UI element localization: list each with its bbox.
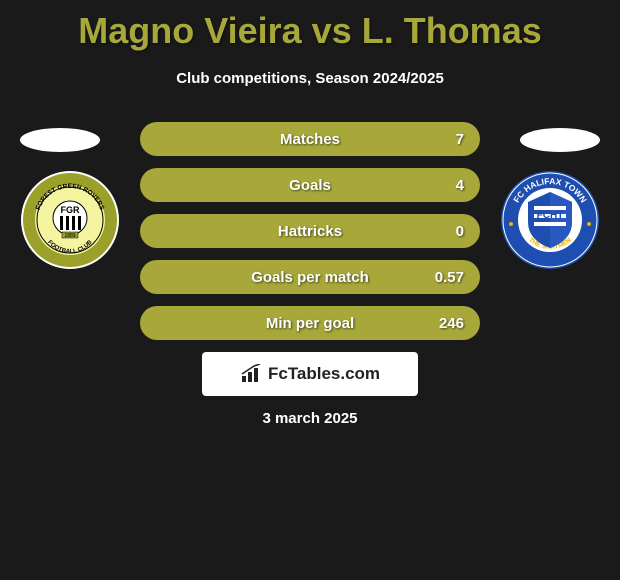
- brand-box: FcTables.com: [202, 352, 418, 396]
- stat-value: 0: [456, 223, 464, 240]
- stat-value: 246: [439, 315, 464, 332]
- stat-value: 4: [456, 177, 464, 194]
- svg-text:FGR: FGR: [61, 205, 80, 215]
- svg-text:FCHT: FCHT: [537, 210, 564, 221]
- stat-row-matches: Matches 7: [140, 122, 480, 156]
- stat-value: 7: [456, 131, 464, 148]
- stat-row-min-per-goal: Min per goal 246: [140, 306, 480, 340]
- stat-row-hattricks: Hattricks 0: [140, 214, 480, 248]
- left-club-crest: FOREST GREEN ROVERS FOOTBALL CLUB FGR 18…: [20, 170, 120, 270]
- stat-row-goals: Goals 4: [140, 168, 480, 202]
- stat-row-goals-per-match: Goals per match 0.57: [140, 260, 480, 294]
- right-ellipse: [520, 128, 600, 152]
- right-club-crest: FC HALIFAX TOWN THE SHAYMEN FCHT: [500, 170, 600, 270]
- stat-value: 0.57: [435, 269, 464, 286]
- stats-container: Matches 7 Goals 4 Hattricks 0 Goals per …: [140, 122, 480, 352]
- brand-text: FcTables.com: [268, 364, 380, 384]
- stat-label: Matches: [280, 131, 340, 148]
- subtitle: Club competitions, Season 2024/2025: [0, 70, 620, 87]
- date-text: 3 march 2025: [0, 410, 620, 427]
- stat-label: Goals: [289, 177, 331, 194]
- page-title: Magno Vieira vs L. Thomas: [0, 0, 620, 52]
- stat-label: Goals per match: [251, 269, 369, 286]
- stat-label: Min per goal: [266, 315, 354, 332]
- svg-text:1889: 1889: [64, 233, 75, 239]
- left-ellipse: [20, 128, 100, 152]
- chart-icon: [240, 364, 264, 384]
- stat-label: Hattricks: [278, 223, 342, 240]
